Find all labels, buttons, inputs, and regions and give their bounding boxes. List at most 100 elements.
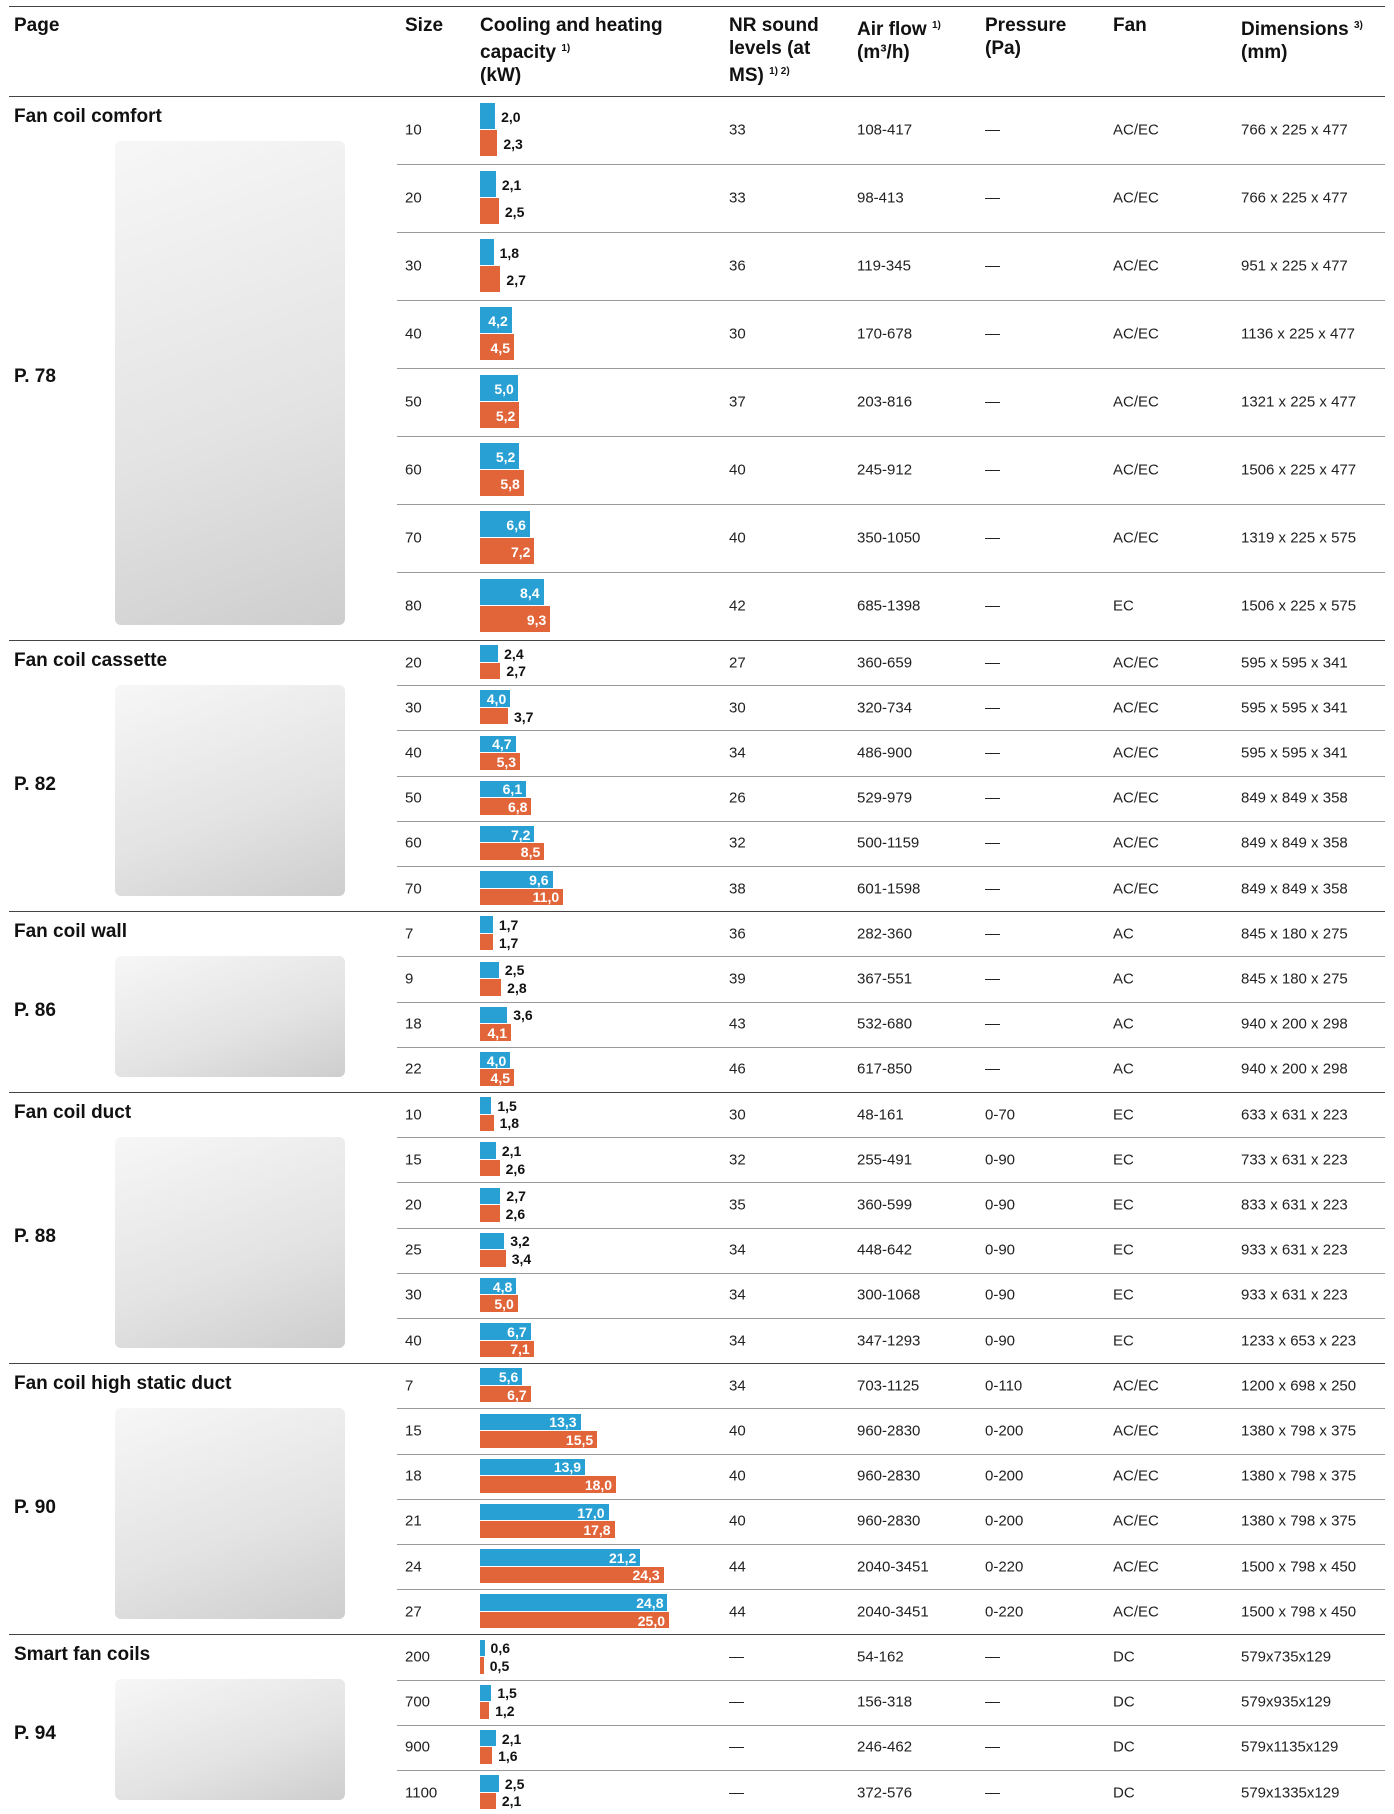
row-rule xyxy=(397,1227,1385,1229)
heating-label: 2,5 xyxy=(504,203,525,220)
cell-airflow: 360-659 xyxy=(857,654,913,672)
cell-airflow: 245-912 xyxy=(857,461,913,479)
heating-label: 3,7 xyxy=(513,708,534,725)
cell-nr: 33 xyxy=(729,189,746,207)
cell-fan: DC xyxy=(1113,1648,1135,1666)
heating-bar xyxy=(480,198,499,224)
cell-nr: 37 xyxy=(729,393,746,411)
heating-label: 1,7 xyxy=(498,934,519,951)
cooling-bar xyxy=(480,375,518,401)
heating-label: 6,8 xyxy=(507,798,528,815)
cell-pressure: — xyxy=(985,1015,1000,1033)
cell-fan: AC/EC xyxy=(1113,880,1159,898)
cell-pressure: 0-220 xyxy=(985,1603,1024,1621)
row-rule xyxy=(397,1272,1385,1274)
row-rule xyxy=(397,775,1385,777)
cell-nr: 34 xyxy=(729,1241,746,1259)
page-ref: P. 82 xyxy=(14,773,56,795)
cell-pressure: — xyxy=(985,1648,1000,1666)
row-rule xyxy=(397,300,1385,301)
cell-size: 80 xyxy=(405,597,422,615)
header-label: Cooling and heating capacity xyxy=(480,15,663,63)
heating-bar xyxy=(480,707,508,725)
cooling-label: 13,3 xyxy=(549,1414,577,1431)
cooling-bar xyxy=(480,1503,609,1521)
cell-dimensions: 951 x 225 x 477 xyxy=(1241,257,1348,275)
heating-bar xyxy=(480,933,493,951)
cell-dimensions: 845 x 180 x 275 xyxy=(1241,925,1348,943)
cooling-label: 8,4 xyxy=(520,584,540,601)
cell-airflow: 960-2830 xyxy=(857,1467,921,1485)
cell-size: 30 xyxy=(405,257,422,275)
cell-airflow: 300-1068 xyxy=(857,1286,921,1304)
cell-nr: — xyxy=(729,1648,744,1666)
heating-label: 17,8 xyxy=(583,1522,611,1539)
cell-pressure: 0-90 xyxy=(985,1196,1016,1214)
cooling-label: 2,4 xyxy=(504,645,524,662)
cell-nr: 26 xyxy=(729,789,746,807)
footnote-ref: 3) xyxy=(1353,20,1363,31)
group-title: Fan coil comfort xyxy=(14,106,162,127)
cell-nr: 46 xyxy=(729,1060,746,1078)
cell-nr: 42 xyxy=(729,597,746,615)
cooling-bar xyxy=(480,171,496,197)
cell-nr: 27 xyxy=(729,654,746,672)
cooling-bar xyxy=(480,579,544,605)
cell-fan: DC xyxy=(1113,1693,1135,1711)
cooling-label: 5,0 xyxy=(494,380,514,397)
cell-dimensions: 833 x 631 x 223 xyxy=(1241,1196,1348,1214)
heating-label: 1,6 xyxy=(498,1748,518,1765)
cell-airflow: 48-161 xyxy=(857,1106,904,1124)
column-header: Dimensions 3) (mm) xyxy=(1241,14,1386,64)
heating-label: 4,1 xyxy=(487,1024,507,1041)
heating-label: 2,6 xyxy=(505,1205,526,1222)
header-label: Dimensions xyxy=(1241,19,1349,40)
cell-nr: 39 xyxy=(729,970,746,988)
cell-nr: 40 xyxy=(729,529,746,547)
heating-bar xyxy=(480,1657,484,1674)
cell-airflow: 119-345 xyxy=(857,257,911,275)
row-rule xyxy=(397,820,1385,822)
cell-dimensions: 1321 x 225 x 477 xyxy=(1241,393,1357,411)
cell-fan: AC xyxy=(1113,1060,1134,1078)
cooling-bar xyxy=(480,871,553,888)
cell-pressure: — xyxy=(985,325,1000,343)
heating-bar xyxy=(480,130,498,156)
cell-airflow: 500-1159 xyxy=(857,834,920,852)
row-rule xyxy=(397,164,1385,165)
cell-airflow: 2040-3451 xyxy=(857,1603,929,1621)
heating-bar xyxy=(480,1476,617,1493)
heating-label: 2,1 xyxy=(501,1793,522,1810)
product-image xyxy=(115,1408,345,1620)
cell-fan: EC xyxy=(1113,597,1134,615)
cooling-label: 24,8 xyxy=(636,1595,664,1612)
heating-bar xyxy=(480,1385,531,1403)
cooling-bar xyxy=(480,1549,641,1566)
cell-nr: 44 xyxy=(729,1558,746,1576)
cell-airflow: 960-2830 xyxy=(857,1512,921,1530)
cell-airflow: 246-462 xyxy=(857,1738,913,1756)
cooling-label: 5,6 xyxy=(498,1369,519,1386)
cell-dimensions: 940 x 200 x 298 xyxy=(1241,1015,1348,1033)
cell-fan: EC xyxy=(1113,1106,1134,1124)
cell-size: 40 xyxy=(405,744,422,762)
group-title: Fan coil high static duct xyxy=(14,1373,232,1395)
cell-pressure: — xyxy=(985,461,1000,479)
cell-dimensions: 1506 x 225 x 575 xyxy=(1241,597,1357,615)
cell-pressure: — xyxy=(985,970,1000,988)
cell-airflow: 360-599 xyxy=(857,1196,913,1214)
cell-size: 25 xyxy=(405,1241,422,1259)
cell-nr: 43 xyxy=(729,1015,746,1033)
heating-bar xyxy=(480,979,502,996)
page-ref: P. 86 xyxy=(14,999,56,1021)
cell-size: 60 xyxy=(405,834,422,852)
cell-dimensions: 1380 x 798 x 375 xyxy=(1241,1422,1357,1440)
cell-nr: 35 xyxy=(729,1196,746,1214)
header-label: NR sound levels (at MS) xyxy=(729,15,819,86)
cooling-bar xyxy=(480,239,494,265)
cooling-bar xyxy=(480,690,511,707)
cooling-label: 1,8 xyxy=(499,244,520,261)
cooling-label: 9,6 xyxy=(529,871,549,888)
cell-fan: AC/EC xyxy=(1113,461,1159,479)
cell-fan: AC/EC xyxy=(1113,189,1159,207)
